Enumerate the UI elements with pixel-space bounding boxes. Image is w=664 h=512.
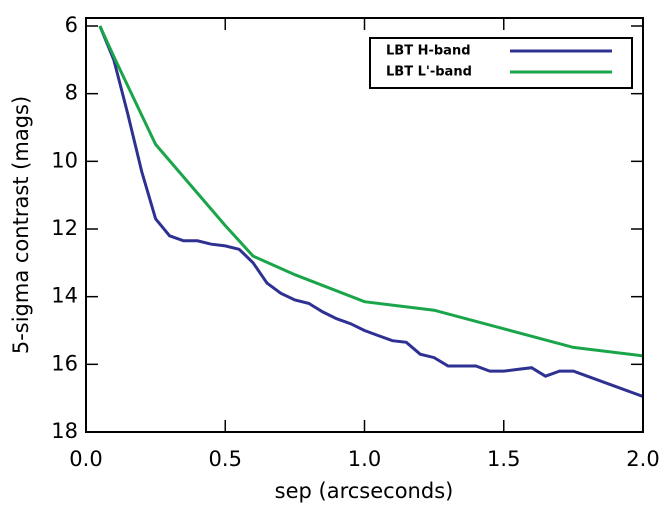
y-tick-label: 6 [65,13,78,37]
y-axis-label: 5-sigma contrast (mags) [9,96,33,354]
y-tick-label: 10 [51,148,78,172]
legend-label: LBT L'-band [386,65,472,80]
x-tick-label: 2.0 [626,447,659,471]
x-tick-label: 0.5 [209,447,242,471]
y-tick-label: 14 [51,284,78,308]
legend-box [369,37,633,89]
y-tick-label: 8 [65,81,78,105]
plot-frame [85,17,644,433]
y-tick-label: 12 [51,216,78,240]
x-tick-label: 1.0 [348,447,381,471]
y-tick-label: 18 [51,419,78,443]
x-tick-label: 0.0 [69,447,102,471]
x-tick-label: 1.5 [487,447,520,471]
y-tick-label: 16 [51,351,78,375]
legend-label: LBT H-band [386,44,471,59]
series-line [98,25,643,398]
x-axis-label: sep (arcseconds) [275,479,454,503]
series-line [98,25,643,358]
